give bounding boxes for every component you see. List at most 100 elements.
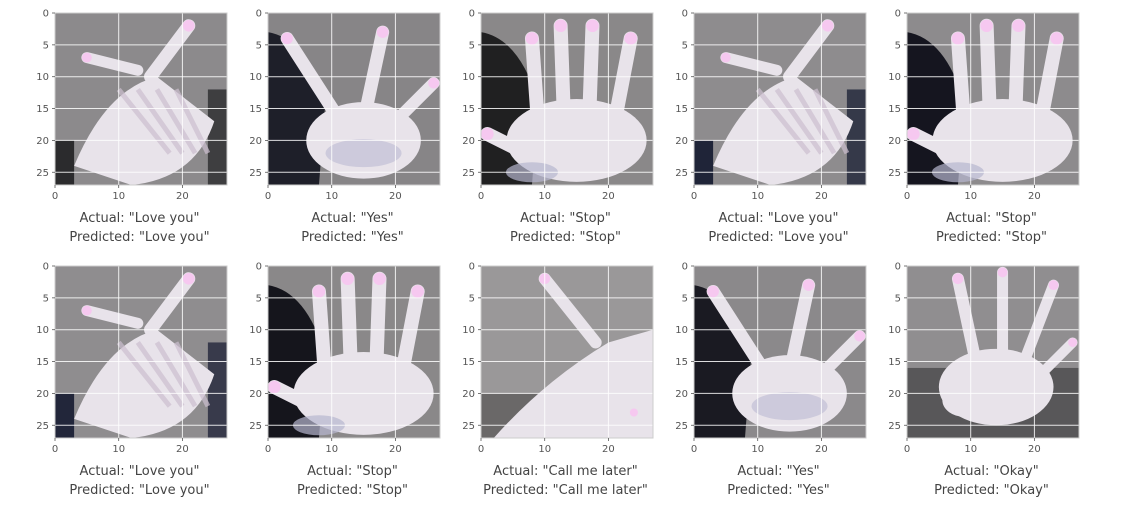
- y-tick-label: 10: [249, 325, 262, 336]
- y-tick-label: 5: [682, 40, 688, 51]
- hand-gesture-image: [480, 13, 653, 185]
- actual-label: Actual: "Yes": [737, 464, 820, 479]
- y-tick-label: 0: [895, 262, 901, 273]
- predicted-label: Predicted: "Yes": [727, 483, 830, 498]
- prediction-caption: Actual: "Okay" Predicted: "Okay": [885, 462, 1098, 500]
- y-tick-label: 15: [36, 357, 49, 368]
- image-panel: 0 5 10 15 20 25 0 10 20 Actual: "Stop" Predicted: …: [246, 261, 459, 514]
- image-panel: 0 5 10 15 20 25 0 10 20 Actual: "Stop" Predicted: …: [459, 8, 672, 261]
- axes-frame: [267, 265, 441, 439]
- image-panel: 0 5 10 15 20 25 0 10 20 Actual: "Yes" Predicted: "…: [246, 8, 459, 261]
- image-panel: 0 5 10 15 20 25 0 10 20 Actual: "Love you" Predict…: [33, 8, 246, 261]
- image-panel: 0 5 10 15 20 25 0 10 20 Actual: "Okay" Predicted: …: [885, 261, 1098, 514]
- axes-frame: [54, 265, 228, 439]
- predicted-label: Predicted: "Stop": [296, 483, 409, 498]
- y-tick-label: 15: [462, 104, 475, 115]
- y-tick-label: 10: [888, 72, 901, 83]
- predicted-label: Predicted: "Stop": [509, 230, 622, 245]
- image-panel: 0 5 10 15 20 25 0 10 20 Actual: "Yes" Predicted: "…: [672, 261, 885, 514]
- y-tick-label: 0: [43, 9, 49, 20]
- y-tick-label: 0: [43, 262, 49, 273]
- actual-label: Actual: "Love you": [79, 211, 200, 226]
- y-tick-label: 15: [675, 357, 688, 368]
- y-tick-label: 5: [469, 293, 475, 304]
- image-panel: 0 5 10 15 20 25 0 10 20 Actual: "Love you" Predict…: [33, 261, 246, 514]
- y-tick-label: 20: [888, 136, 901, 147]
- x-tick-label: 0: [904, 191, 910, 202]
- axes-frame: [693, 265, 867, 439]
- predicted-label: Predicted: "Love you": [69, 230, 210, 245]
- x-tick-label: 20: [389, 191, 402, 202]
- y-tick-label: 10: [249, 72, 262, 83]
- y-tick-label: 15: [675, 104, 688, 115]
- x-tick-label: 10: [325, 444, 338, 455]
- x-tick-label: 10: [538, 444, 551, 455]
- y-tick-label: 20: [249, 389, 262, 400]
- x-tick-label: 20: [176, 191, 189, 202]
- hand-gesture-image: [267, 266, 440, 438]
- x-tick-label: 10: [112, 191, 125, 202]
- x-tick-label: 10: [964, 444, 977, 455]
- y-tick-label: 20: [675, 389, 688, 400]
- y-tick-label: 25: [675, 168, 688, 179]
- y-tick-label: 0: [895, 9, 901, 20]
- image-axes: 0 5 10 15 20 25 0 10 20: [888, 262, 1080, 455]
- predicted-label: Predicted: "Love you": [69, 483, 210, 498]
- x-tick-label: 0: [478, 191, 484, 202]
- image-panel: 0 5 10 15 20 25 0 10 20 Actual: "Stop" Predicted: …: [885, 8, 1098, 261]
- image-axes: 0 5 10 15 20 25 0 10 20: [462, 262, 654, 455]
- x-tick-label: 20: [602, 191, 615, 202]
- y-tick-label: 10: [36, 72, 49, 83]
- x-tick-label: 20: [815, 191, 828, 202]
- x-tick-label: 20: [602, 444, 615, 455]
- y-tick-label: 10: [675, 72, 688, 83]
- y-tick-label: 10: [675, 325, 688, 336]
- y-tick-label: 20: [36, 136, 49, 147]
- y-tick-label: 10: [462, 72, 475, 83]
- y-tick-label: 5: [256, 40, 262, 51]
- x-tick-label: 20: [389, 444, 402, 455]
- y-tick-label: 25: [36, 421, 49, 432]
- prediction-caption: Actual: "Yes" Predicted: "Yes": [246, 209, 459, 247]
- x-tick-label: 0: [265, 444, 271, 455]
- y-tick-label: 25: [888, 168, 901, 179]
- prediction-caption: Actual: "Stop" Predicted: "Stop": [246, 462, 459, 500]
- y-tick-label: 25: [888, 421, 901, 432]
- y-tick-label: 25: [675, 421, 688, 432]
- predicted-label: Predicted: "Call me later": [483, 483, 648, 498]
- hand-gesture-image: [55, 266, 227, 438]
- image-axes: 0 5 10 15 20 25 0 10 20: [249, 9, 441, 202]
- y-tick-label: 15: [888, 357, 901, 368]
- y-tick-label: 15: [36, 104, 49, 115]
- actual-label: Actual: "Okay": [944, 464, 1039, 479]
- y-tick-label: 10: [888, 325, 901, 336]
- x-tick-label: 0: [691, 191, 697, 202]
- x-tick-label: 0: [52, 444, 58, 455]
- actual-label: Actual: "Love you": [79, 464, 200, 479]
- actual-label: Actual: "Stop": [946, 211, 1037, 226]
- y-tick-label: 20: [888, 389, 901, 400]
- y-tick-label: 0: [469, 262, 475, 273]
- y-tick-label: 15: [249, 104, 262, 115]
- prediction-caption: Actual: "Love you" Predicted: "Love you": [33, 462, 246, 500]
- y-tick-label: 5: [43, 293, 49, 304]
- x-tick-label: 20: [176, 444, 189, 455]
- x-tick-label: 20: [815, 444, 828, 455]
- prediction-caption: Actual: "Stop" Predicted: "Stop": [459, 209, 672, 247]
- image-axes: 0 5 10 15 20 25 0 10 20: [888, 9, 1080, 202]
- y-tick-label: 25: [462, 421, 475, 432]
- prediction-caption: Actual: "Stop" Predicted: "Stop": [885, 209, 1098, 247]
- predicted-label: Predicted: "Stop": [935, 230, 1048, 245]
- y-tick-label: 5: [469, 40, 475, 51]
- actual-label: Actual: "Yes": [311, 211, 394, 226]
- y-tick-label: 5: [682, 293, 688, 304]
- prediction-caption: Actual: "Love you" Predicted: "Love you": [33, 209, 246, 247]
- hand-gesture-image: [268, 13, 440, 185]
- image-axes: 0 5 10 15 20 25 0 10 20: [675, 262, 867, 455]
- image-panel: 0 5 10 15 20 25 0 10 20 Actual: "Love you" Predict…: [672, 8, 885, 261]
- hand-gesture-image: [694, 13, 866, 185]
- x-tick-label: 20: [1028, 191, 1041, 202]
- hand-gesture-image: [907, 266, 1079, 438]
- y-tick-label: 20: [249, 136, 262, 147]
